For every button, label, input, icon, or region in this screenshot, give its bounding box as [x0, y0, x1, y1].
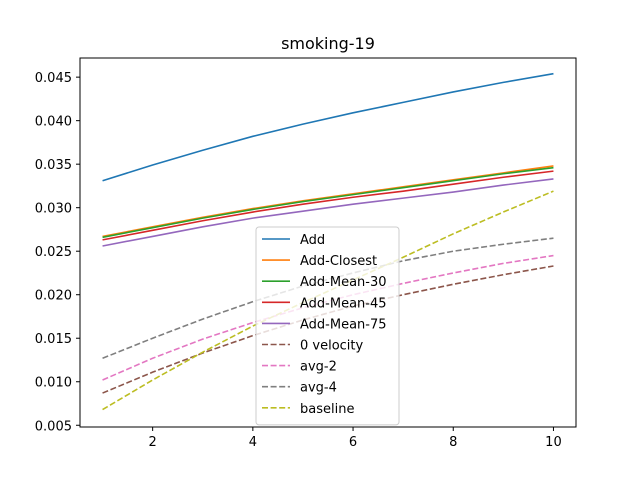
series-line-add-mean-75	[102, 178, 554, 247]
x-tick-label: 2	[149, 435, 157, 450]
y-tick-label: 0.025	[35, 245, 72, 260]
series-line-add-mean-45	[102, 170, 554, 241]
legend-label: avg-2	[300, 360, 337, 375]
y-tick-label: 0.020	[35, 289, 72, 304]
x-axis: 2 4 6 8 10	[149, 427, 562, 450]
legend-label: avg-4	[300, 381, 337, 396]
y-tick-label: 0.040	[35, 115, 72, 130]
legend-label: Add-Mean-30	[300, 275, 387, 290]
y-tick-label: 0.005	[35, 419, 72, 434]
legend-label: Add-Mean-75	[300, 317, 387, 332]
legend-label: Add-Mean-45	[300, 296, 387, 311]
x-tick-label: 10	[545, 435, 562, 450]
y-tick-label: 0.015	[35, 332, 72, 347]
y-tick-label: 0.045	[35, 71, 72, 86]
series-line-add-mean-30	[102, 166, 554, 239]
series-line-add-closest	[102, 165, 554, 238]
y-axis: 0.005 0.010 0.015 0.020 0.025 0.030 0.035 0.040…	[35, 71, 80, 434]
y-tick-label: 0.030	[35, 202, 72, 217]
x-tick-label: 8	[449, 435, 457, 450]
series-line-avg-4	[102, 237, 554, 359]
series-line-add	[102, 72, 554, 182]
series-line-0-velocity	[102, 265, 554, 394]
legend: Add Add-Closest Add-Mean-30 Add-Mean-45 Add-…	[255, 226, 400, 426]
x-tick-label: 6	[349, 435, 357, 450]
legend-label: Add-Closest	[300, 254, 377, 269]
series-lines	[102, 72, 554, 411]
y-tick-label: 0.010	[35, 376, 72, 391]
legend-label: Add	[300, 233, 325, 248]
chart-title: smoking-19	[281, 34, 375, 53]
legend-label: 0 velocity	[300, 339, 364, 354]
series-line-avg-2	[102, 254, 554, 381]
legend-box	[255, 226, 400, 426]
y-tick-label: 0.035	[35, 158, 72, 173]
legend-label: baseline	[300, 402, 354, 417]
x-tick-label: 4	[249, 435, 257, 450]
